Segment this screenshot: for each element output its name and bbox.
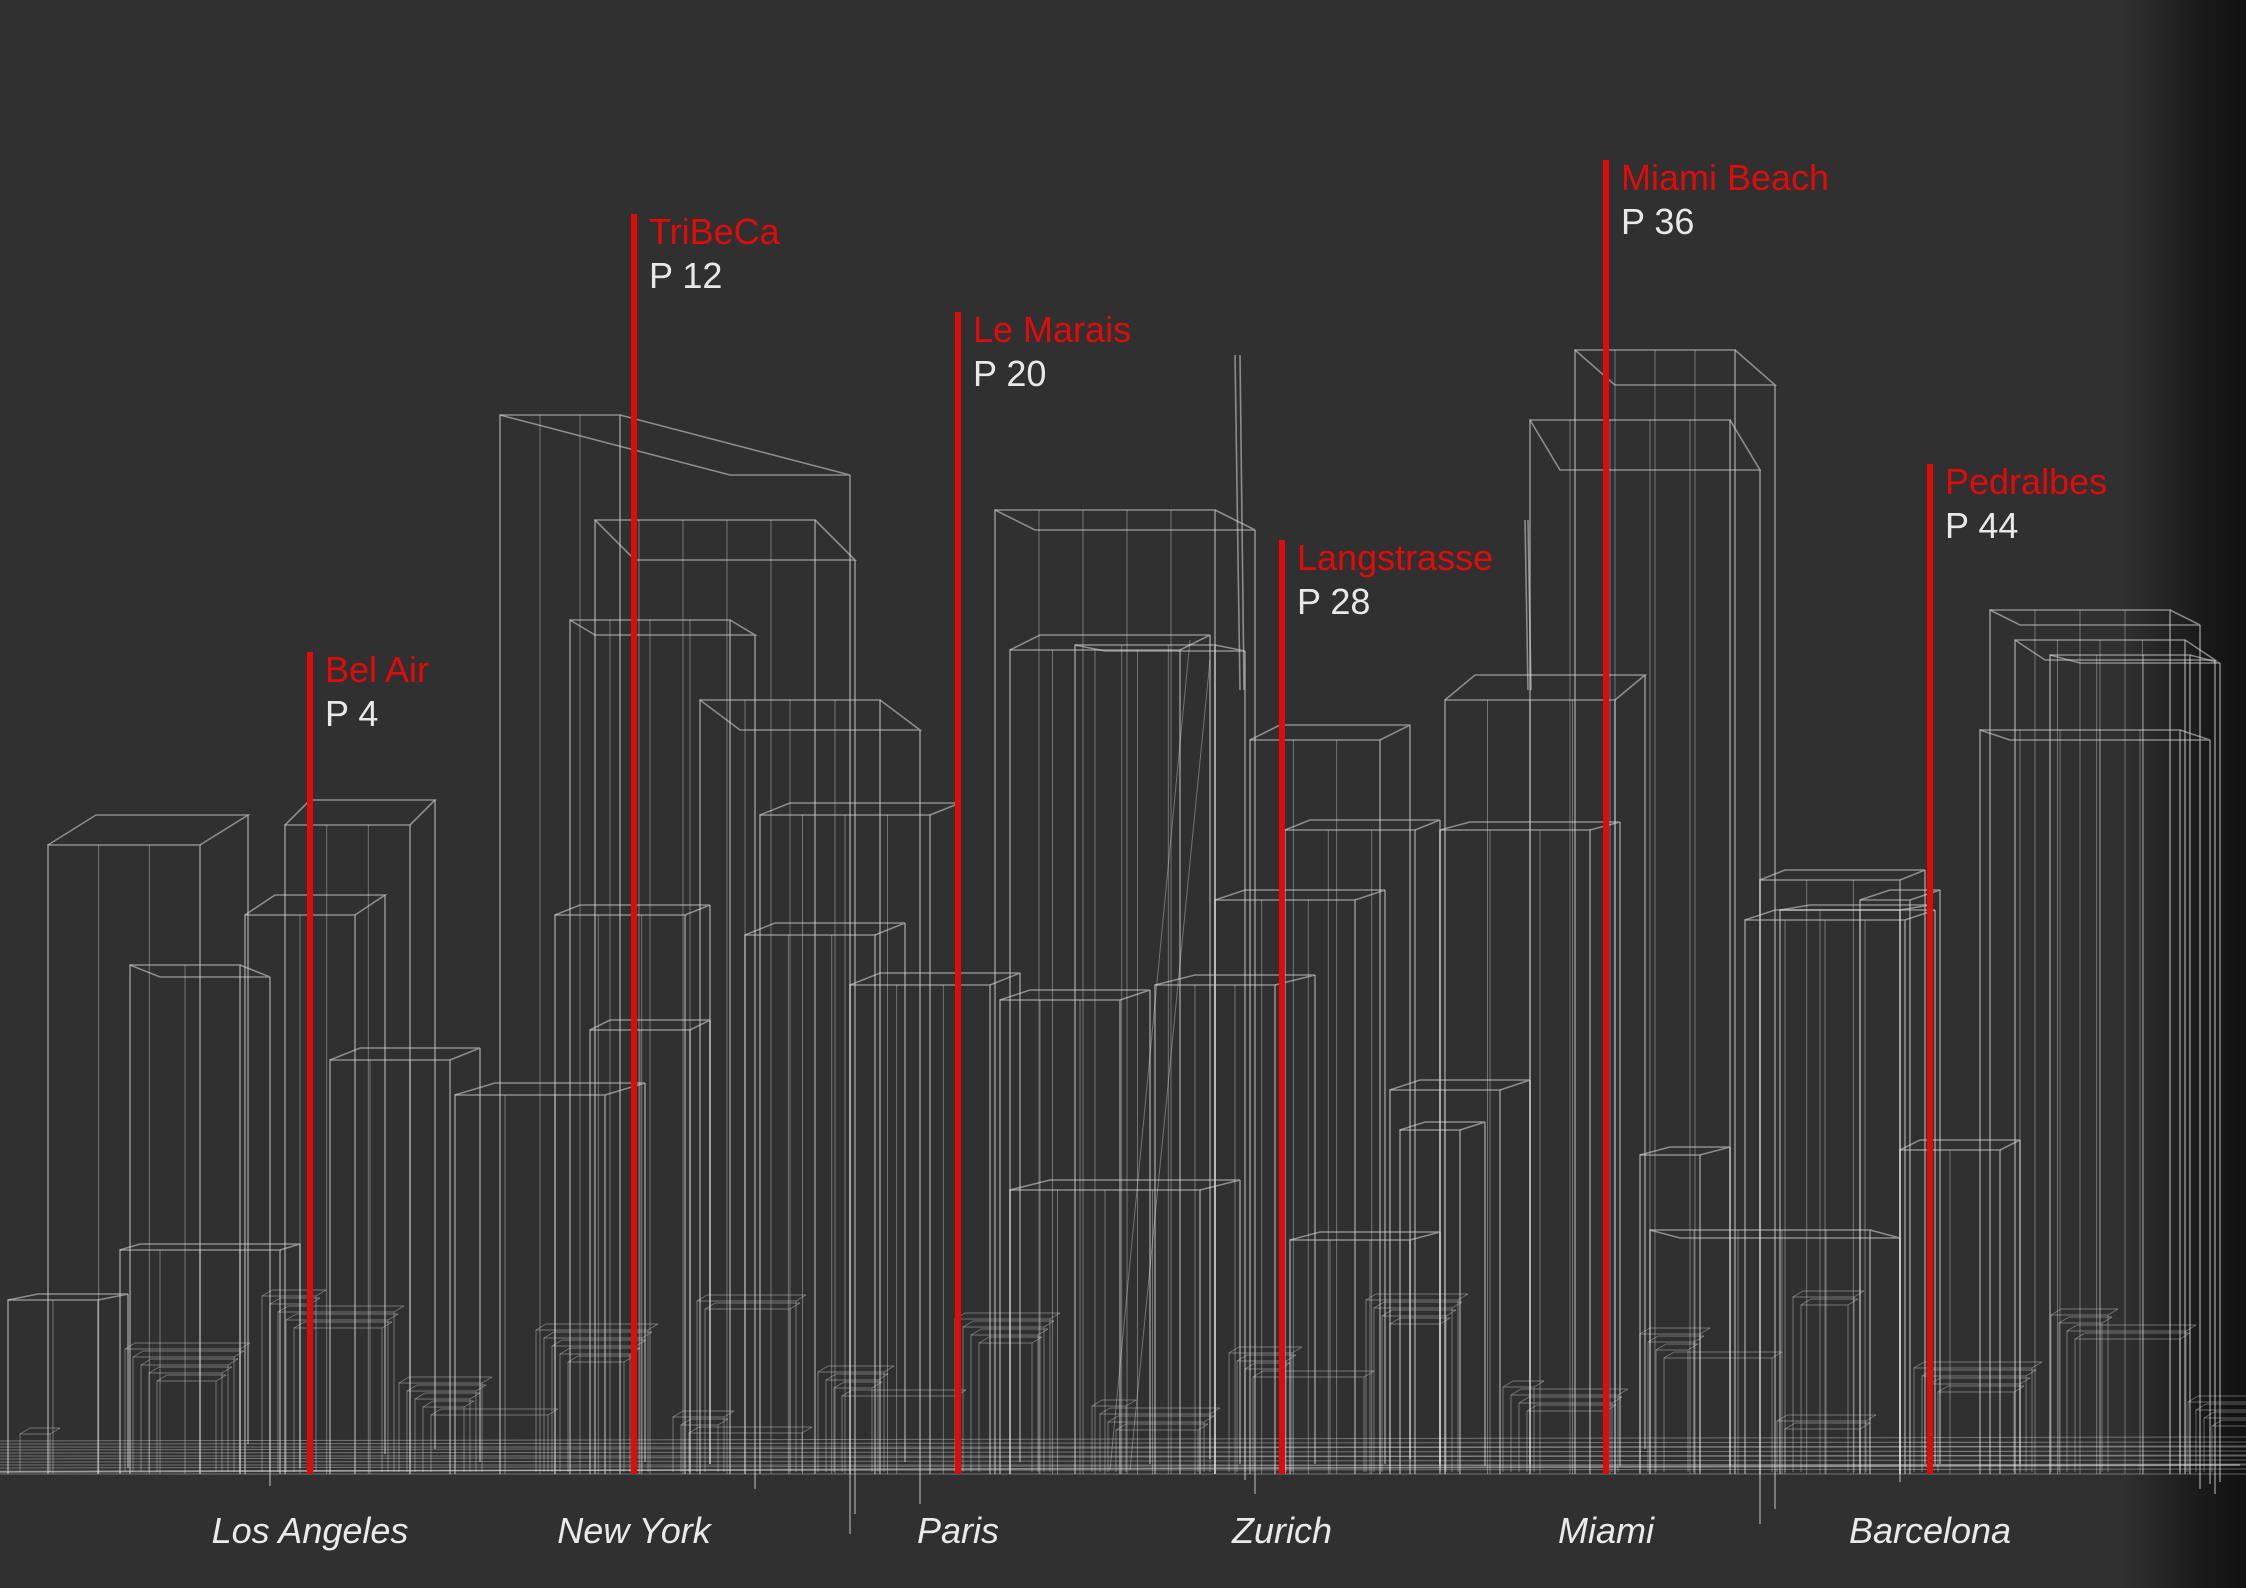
page-number: P 4	[325, 693, 379, 734]
marker-label: Le Marais P 20	[973, 312, 1131, 392]
district-name: Le Marais	[973, 309, 1132, 350]
city-label-los-angeles[interactable]: Los Angeles	[211, 1510, 409, 1551]
marker-pole	[1927, 464, 1933, 1474]
marker-label: TriBeCa P 12	[649, 214, 780, 294]
marker-pole	[631, 214, 637, 1474]
marker-pole	[1603, 160, 1609, 1474]
city-label-miami[interactable]: Miami	[1558, 1510, 1654, 1551]
city-label-zurich[interactable]: Zurich	[1231, 1510, 1333, 1551]
marker-pole	[1279, 540, 1285, 1474]
district-name: TriBeCa	[649, 211, 780, 252]
marker-label: Bel Air P 4	[325, 652, 429, 732]
page-number: P 20	[973, 353, 1047, 394]
district-name: Pedralbes	[1945, 461, 2108, 502]
page-number: P 28	[1297, 581, 1371, 622]
city-label-barcelona[interactable]: Barcelona	[1848, 1510, 2012, 1551]
district-name: Bel Air	[325, 649, 430, 690]
city-label-paris[interactable]: Paris	[916, 1510, 1000, 1551]
marker-label: Pedralbes P 44	[1945, 464, 2107, 544]
page-number: P 12	[649, 255, 723, 296]
district-name: Langstrasse	[1297, 537, 1494, 578]
marker-label: Langstrasse P 28	[1297, 540, 1493, 620]
page-number: P 44	[1945, 505, 2019, 546]
city-label-new-york[interactable]: New York	[557, 1510, 711, 1551]
marker-pole	[307, 652, 313, 1474]
page-number: P 36	[1621, 201, 1695, 242]
marker-pole	[955, 312, 961, 1474]
district-name: Miami Beach	[1621, 157, 1830, 198]
marker-label: Miami Beach P 36	[1621, 160, 1829, 240]
